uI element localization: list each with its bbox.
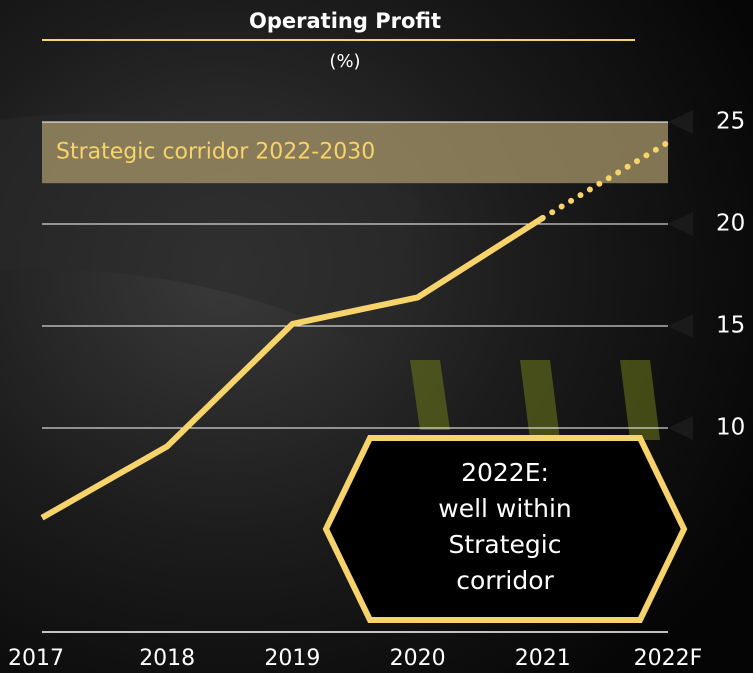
corridor-label: Strategic corridor 2022-2030 [56,140,375,165]
tick-marker [668,212,693,236]
tick-marker [668,110,693,134]
y-tick-label: 25 [716,109,745,135]
line-series [539,139,671,221]
x-tick-label: 2017 [8,646,64,671]
annotation-text: well within [438,494,572,523]
x-tick-label: 2022F [634,646,703,671]
x-tick-label: 2021 [515,646,571,671]
x-tick-label: 2020 [390,646,446,671]
tick-marker [668,314,693,338]
annotation-text: Strategic [448,530,561,559]
x-tick-label: 2019 [264,646,320,671]
annotation-text: 2022E: [461,458,549,487]
annotation-text: corridor [456,566,554,595]
y-tick-label: 15 [716,313,745,339]
x-tick-label: 2018 [139,646,195,671]
tick-marker [668,416,693,440]
background-shape [410,360,660,440]
y-tick-label: 20 [716,211,745,237]
annotation-box [322,435,688,623]
corridor-band [42,122,668,184]
line-series [40,215,545,521]
y-tick-label: 10 [716,415,745,441]
chart-subtitle: (%) [329,51,360,72]
chart-title: Operating Profit [249,9,441,33]
